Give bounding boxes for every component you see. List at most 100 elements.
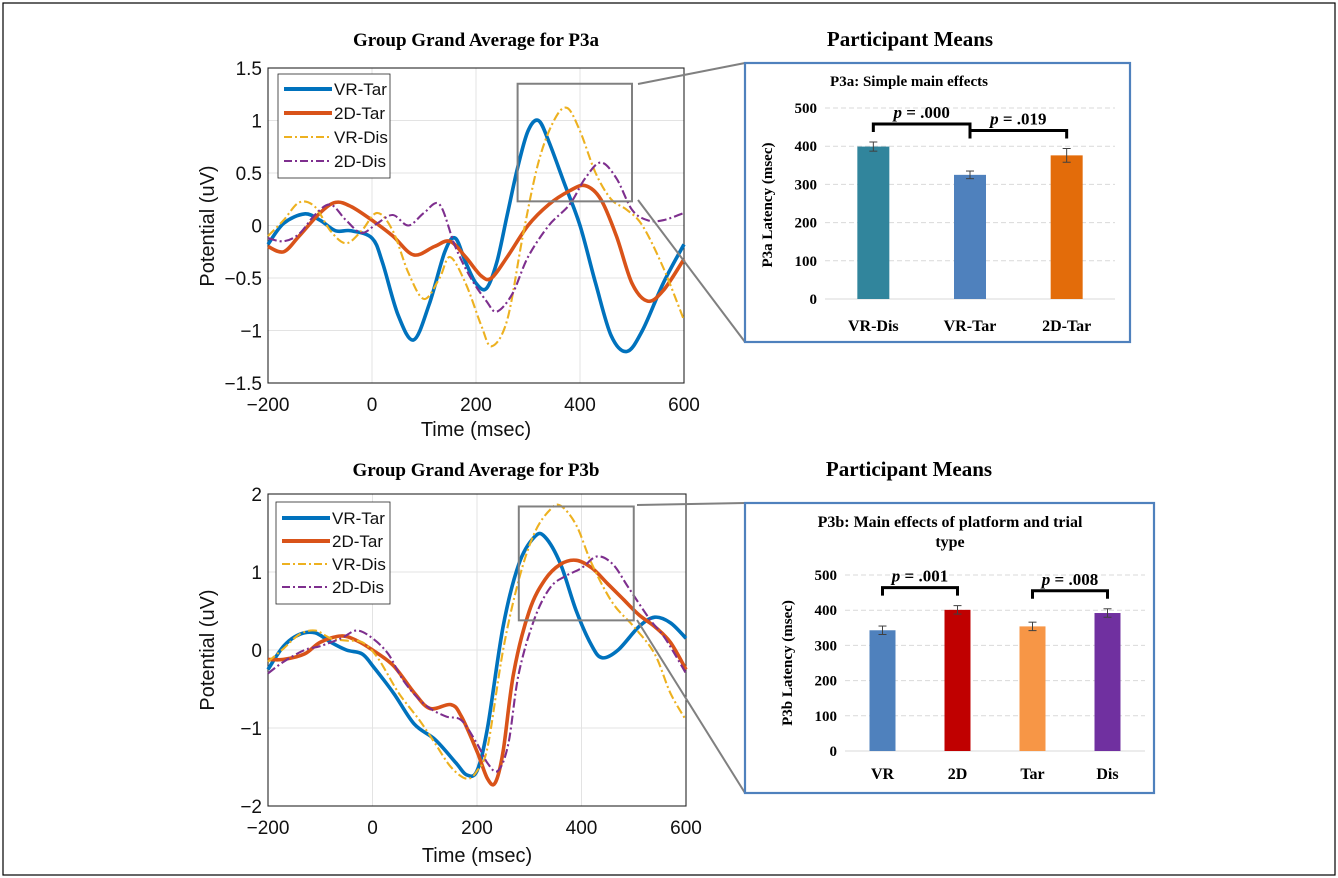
erp-x-axis-label: Time (msec) [422, 845, 532, 867]
significance-bracket [871, 122, 972, 132]
legend-label-2d-tar: 2D-Tar [334, 104, 385, 123]
x-category-label: VR-Dis [848, 318, 899, 335]
y-tick-label: 2 [251, 485, 262, 506]
x-tick-label: 400 [566, 818, 598, 839]
bar-chart-title-line-2: type [935, 534, 964, 551]
bar-panel-p3b: Participant Means P3b: Main effects of p… [743, 457, 1156, 795]
significance-label: p = .019 [988, 109, 1046, 128]
y-tick-label: −1 [240, 322, 262, 343]
series-line-vr-tar [266, 118, 686, 354]
y-tick-label: 0 [251, 217, 262, 238]
x-tick-label: 400 [564, 395, 596, 416]
zoom-connector-bottom [636, 619, 746, 794]
zoom-connector-top [636, 502, 746, 506]
bar-chart-title: P3a: Simple main effects [830, 74, 988, 90]
erp-legend: VR-Tar 2D-Tar VR-Dis 2D-Dis [275, 501, 391, 605]
x-category-label: VR-Tar [944, 318, 997, 335]
y-tick-label: 400 [795, 139, 818, 155]
bar-2d [944, 609, 971, 751]
legend-label-vr-tar: VR-Tar [332, 509, 385, 528]
erp-x-ticks: −200 0 200 400 600 [247, 818, 702, 839]
panel-heading-p3a: Participant Means [827, 27, 993, 51]
y-tick-label: −1 [240, 719, 262, 740]
bar-vr-dis [857, 146, 890, 299]
x-category-label: Dis [1096, 766, 1118, 783]
bar-y-axis-label: P3b Latency (msec) [780, 600, 796, 726]
bar-dis [1094, 613, 1121, 751]
y-tick-label: 500 [815, 568, 838, 584]
legend-label-2d-dis: 2D-Dis [334, 152, 386, 171]
erp-y-axis-label: Potential (uV) [197, 165, 219, 286]
series-line-2d-dis [267, 161, 685, 313]
x-tick-label: 200 [461, 818, 493, 839]
y-tick-label: 0 [251, 641, 262, 662]
x-category-label: Tar [1020, 766, 1044, 783]
x-category-label: 2D-Tar [1042, 318, 1091, 335]
x-category-label: VR [871, 766, 895, 783]
significance-bracket [1031, 589, 1109, 599]
erp-axes-box [267, 67, 685, 384]
bar-chart-title-line-1: P3b: Main effects of platform and trial [818, 514, 1083, 531]
y-tick-label: −0.5 [224, 269, 262, 290]
y-tick-label: 200 [815, 674, 838, 690]
significance-brackets: p = .000 p = .019 [871, 103, 1069, 139]
bar-y-ticks: 0 100 200 300 400 500 [815, 568, 838, 760]
bar-y-ticks: 0 100 200 300 400 500 [795, 101, 818, 308]
erp-series-lines [266, 503, 688, 787]
significance-bracket [968, 128, 1069, 139]
y-tick-label: 300 [795, 177, 818, 193]
y-tick-label: 500 [795, 101, 818, 117]
series-line-2d-tar [267, 183, 686, 304]
y-tick-label: −2 [240, 797, 262, 818]
x-tick-label: −200 [247, 395, 290, 416]
x-tick-label: 0 [367, 395, 378, 416]
y-tick-label: 200 [795, 216, 818, 232]
x-tick-label: −200 [247, 818, 290, 839]
series-line-2d-tar [267, 558, 688, 787]
erp-plot-p3a: Group Grand Average for P3a −1.5 −1 −0.5 0 0… [197, 30, 700, 441]
legend-label-vr-tar: VR-Tar [334, 80, 387, 99]
erp-series-lines [266, 106, 686, 354]
y-tick-label: 400 [815, 603, 838, 619]
erp-y-ticks: −1.5 −1 −0.5 0 0.5 1 1.5 [224, 59, 262, 395]
significance-label: p = .008 [1040, 570, 1098, 589]
bar-y-axis-label: P3a Latency (msec) [760, 143, 776, 268]
significance-label: p = .000 [891, 103, 949, 122]
bar-2d-tar [1050, 155, 1083, 299]
erp-plot-p3b: Group Grand Average for P3b −2 −1 0 1 2 −200… [197, 460, 702, 867]
series-line-vr-tar [266, 531, 688, 779]
x-tick-label: 0 [367, 818, 378, 839]
erp-title-p3b: Group Grand Average for P3b [353, 460, 600, 481]
zoom-connector-top [637, 62, 746, 85]
bar-x-labels: VR 2D Tar Dis [871, 766, 1119, 783]
significance-bracket [881, 586, 959, 596]
y-tick-label: 1 [251, 112, 262, 133]
y-tick-label: 300 [815, 638, 838, 654]
x-tick-label: 600 [668, 395, 700, 416]
bar-vr-tar [954, 174, 986, 299]
y-tick-label: 100 [795, 254, 818, 270]
bar-tar [1019, 626, 1046, 751]
erp-y-axis-label: Potential (uV) [197, 589, 219, 710]
bar-vr [869, 630, 896, 751]
series-line-2d-dis [267, 555, 687, 773]
erp-legend: VR-Tar 2D-Tar VR-Dis 2D-Dis [277, 73, 391, 179]
x-tick-label: 600 [670, 818, 702, 839]
erp-title-p3a: Group Grand Average for P3a [353, 30, 599, 51]
bar-series [857, 141, 1083, 299]
legend-label-vr-dis: VR-Dis [334, 128, 388, 147]
series-line-vr-dis [267, 106, 685, 348]
bar-series [869, 605, 1121, 751]
legend-label-vr-dis: VR-Dis [332, 555, 386, 574]
legend-label-2d-tar: 2D-Tar [332, 532, 383, 551]
x-tick-label: 200 [460, 395, 492, 416]
y-tick-label: 0 [810, 292, 818, 308]
y-tick-label: 100 [815, 709, 838, 725]
y-tick-label: 0.5 [236, 164, 262, 185]
erp-y-ticks: −2 −1 0 1 2 [240, 485, 262, 818]
y-tick-label: 0 [830, 744, 838, 760]
erp-x-axis-label: Time (msec) [421, 419, 531, 441]
erp-axes-box [267, 493, 687, 807]
y-tick-label: −1.5 [224, 374, 262, 395]
